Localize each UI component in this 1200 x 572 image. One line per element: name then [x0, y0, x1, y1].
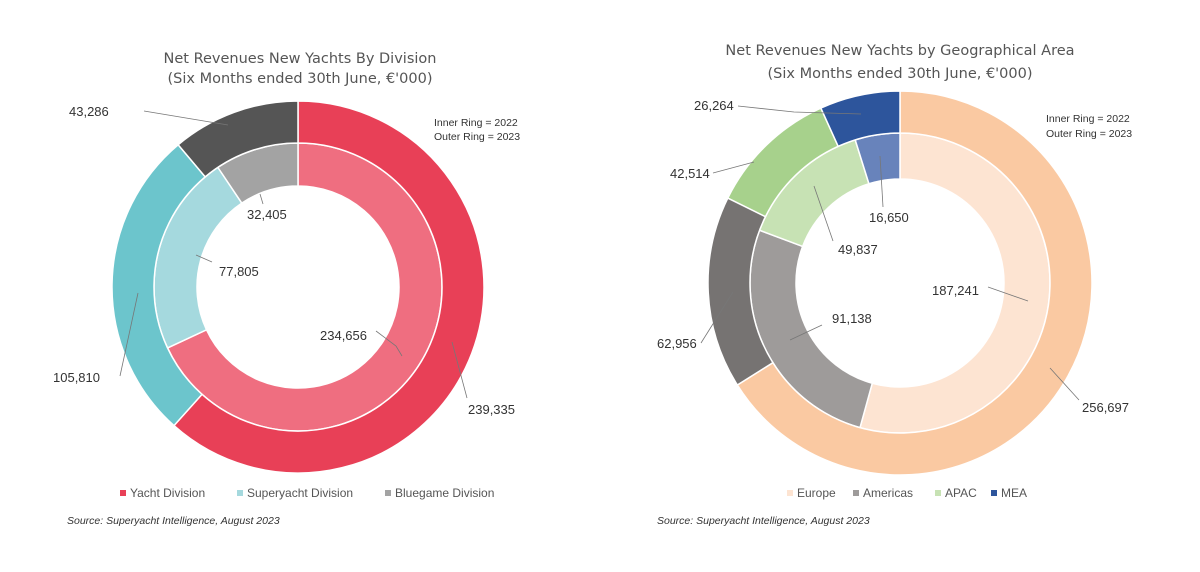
ring-note-outer: Outer Ring = 2023 — [434, 131, 520, 143]
leader-line — [700, 291, 734, 344]
legend-item-superyacht-division: Superyacht Division — [237, 486, 353, 500]
chart-title: Net Revenues New Yachts By Division — [164, 51, 437, 67]
value-label-inner-yacht: 234,656 — [320, 328, 367, 343]
legend-item-mea: MEA — [991, 486, 1027, 500]
slice-outer-bluegame-division — [177, 100, 299, 178]
legend-swatch — [853, 490, 859, 496]
leader-line — [195, 254, 213, 263]
leader-line — [451, 341, 468, 399]
chart-subtitle: (Six Months ended 30th June, €'000) — [167, 71, 432, 87]
value-label-inner-europe: 187,241 — [932, 283, 979, 298]
value-label-inner-apac: 49,837 — [838, 242, 878, 257]
legend-swatch — [120, 490, 126, 496]
value-label-inner-superyacht: 77,805 — [219, 264, 259, 279]
legend-label: Europe — [797, 486, 836, 500]
donut-division — [111, 100, 485, 474]
legend-item-europe: Europe — [787, 486, 836, 500]
legend-item-americas: Americas — [853, 486, 913, 500]
legend-item-yacht-division: Yacht Division — [120, 486, 205, 500]
legend-swatch — [787, 490, 793, 496]
legend-swatch — [237, 490, 243, 496]
ring-note-inner: Inner Ring = 2022 — [1046, 113, 1130, 125]
value-label-outer-superyacht: 105,810 — [53, 370, 100, 385]
donut-geographical — [707, 90, 1093, 476]
chart-geographical-area: Net Revenues New Yachts by Geographical … — [657, 43, 1132, 527]
source-note: Source: Superyacht Intelligence, August … — [657, 515, 870, 527]
legend-label: Superyacht Division — [247, 486, 353, 500]
leader-line — [143, 110, 229, 126]
legend-label: MEA — [1001, 486, 1027, 500]
value-label-outer-yacht: 239,335 — [468, 402, 515, 417]
leader-line — [813, 185, 834, 242]
legend-label: Americas — [863, 486, 913, 500]
chart-title: Net Revenues New Yachts by Geographical … — [725, 43, 1074, 59]
value-label-outer-americas: 62,956 — [657, 336, 697, 351]
legend-label: Bluegame Division — [395, 486, 494, 500]
value-label-outer-apac: 42,514 — [670, 166, 710, 181]
legend-swatch — [991, 490, 997, 496]
leader-line — [737, 105, 862, 115]
slice-outer-yacht-division — [172, 100, 485, 474]
legend: Yacht Division Superyacht Division Blueg… — [120, 486, 494, 500]
leader-line — [259, 193, 264, 205]
chart-division: Net Revenues New Yachts By Division (Six… — [53, 51, 520, 527]
leader-line — [375, 330, 403, 357]
slice-outer-europe — [736, 90, 1093, 476]
leader-line — [712, 161, 755, 174]
legend-item-bluegame-division: Bluegame Division — [385, 486, 494, 500]
leader-line — [1049, 367, 1080, 401]
legend-label: APAC — [945, 486, 977, 500]
leader-line — [987, 286, 1029, 302]
leader-line — [879, 155, 884, 208]
label-leaders — [700, 105, 1080, 401]
label-leaders — [119, 110, 468, 399]
legend-item-apac: APAC — [935, 486, 977, 500]
source-note: Source: Superyacht Intelligence, August … — [67, 515, 280, 527]
legend-label: Yacht Division — [130, 486, 205, 500]
value-label-inner-americas: 91,138 — [832, 311, 872, 326]
leader-line — [119, 292, 139, 377]
value-label-outer-bluegame: 43,286 — [69, 104, 109, 119]
legend-swatch — [935, 490, 941, 496]
slice-outer-mea — [819, 90, 901, 148]
value-label-outer-mea: 26,264 — [694, 98, 734, 113]
value-label-inner-mea: 16,650 — [869, 210, 909, 225]
value-label-outer-europe: 256,697 — [1082, 400, 1129, 415]
value-label-inner-bluegame: 32,405 — [247, 207, 287, 222]
legend-swatch — [385, 490, 391, 496]
leader-line — [789, 324, 823, 341]
ring-note-outer: Outer Ring = 2023 — [1046, 128, 1132, 140]
legend: Europe Americas APAC MEA — [787, 486, 1027, 500]
chart-subtitle: (Six Months ended 30th June, €'000) — [767, 66, 1032, 82]
ring-note-inner: Inner Ring = 2022 — [434, 117, 518, 129]
